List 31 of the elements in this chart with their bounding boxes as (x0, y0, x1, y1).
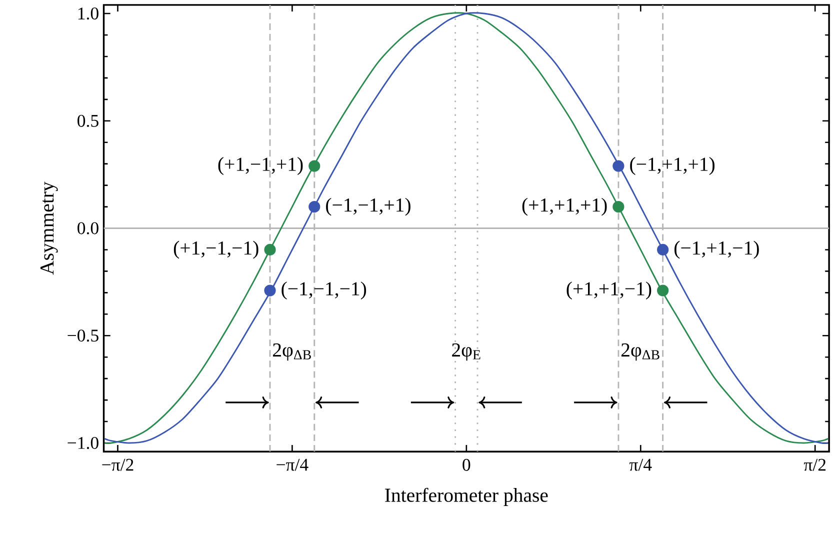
x-tick-label: −π/2 (102, 459, 134, 472)
y-tick-label: −0.5 (68, 330, 98, 342)
annotation: (−1,+1,+1) (630, 157, 714, 176)
annotation: (+1,+1,+1) (522, 198, 607, 216)
y-tick-label: 0.5 (78, 115, 98, 128)
y-axis-title: Asymmetry (40, 182, 58, 275)
point (612, 160, 624, 172)
y-tick-label: −1.0 (68, 437, 98, 450)
annotation: (−1,−1,−1) (282, 282, 366, 300)
annotation: (−1,−1,+1) (326, 198, 410, 216)
y-tick-label: 1.0 (78, 8, 98, 20)
point (657, 244, 669, 256)
annotation: 2φ$_{ΔB}$ (621, 344, 660, 361)
point (264, 284, 276, 297)
x-tick-label: −π/4 (276, 459, 308, 471)
point (264, 244, 276, 256)
x-tick-label: 0 (462, 459, 470, 472)
x-tick-label: π/4 (629, 459, 652, 471)
point (612, 201, 624, 213)
annotation: 2φ$_{E}$ (452, 344, 480, 361)
annotation: 2φ$_{ΔB}$ (273, 344, 311, 361)
point (308, 201, 320, 213)
annotation: (+1,−1,−1) (174, 241, 258, 259)
point (657, 284, 669, 297)
y-tick-label: 0.0 (78, 222, 98, 235)
x-tick-label: π/2 (804, 459, 826, 472)
annotation: (+1,−1,+1) (218, 157, 303, 176)
x-axis-title: Interferometer phase (385, 488, 548, 506)
annotation: (+1,+1,−1) (566, 282, 652, 300)
point (308, 160, 320, 172)
annotation: (−1,+1,−1) (674, 241, 759, 259)
